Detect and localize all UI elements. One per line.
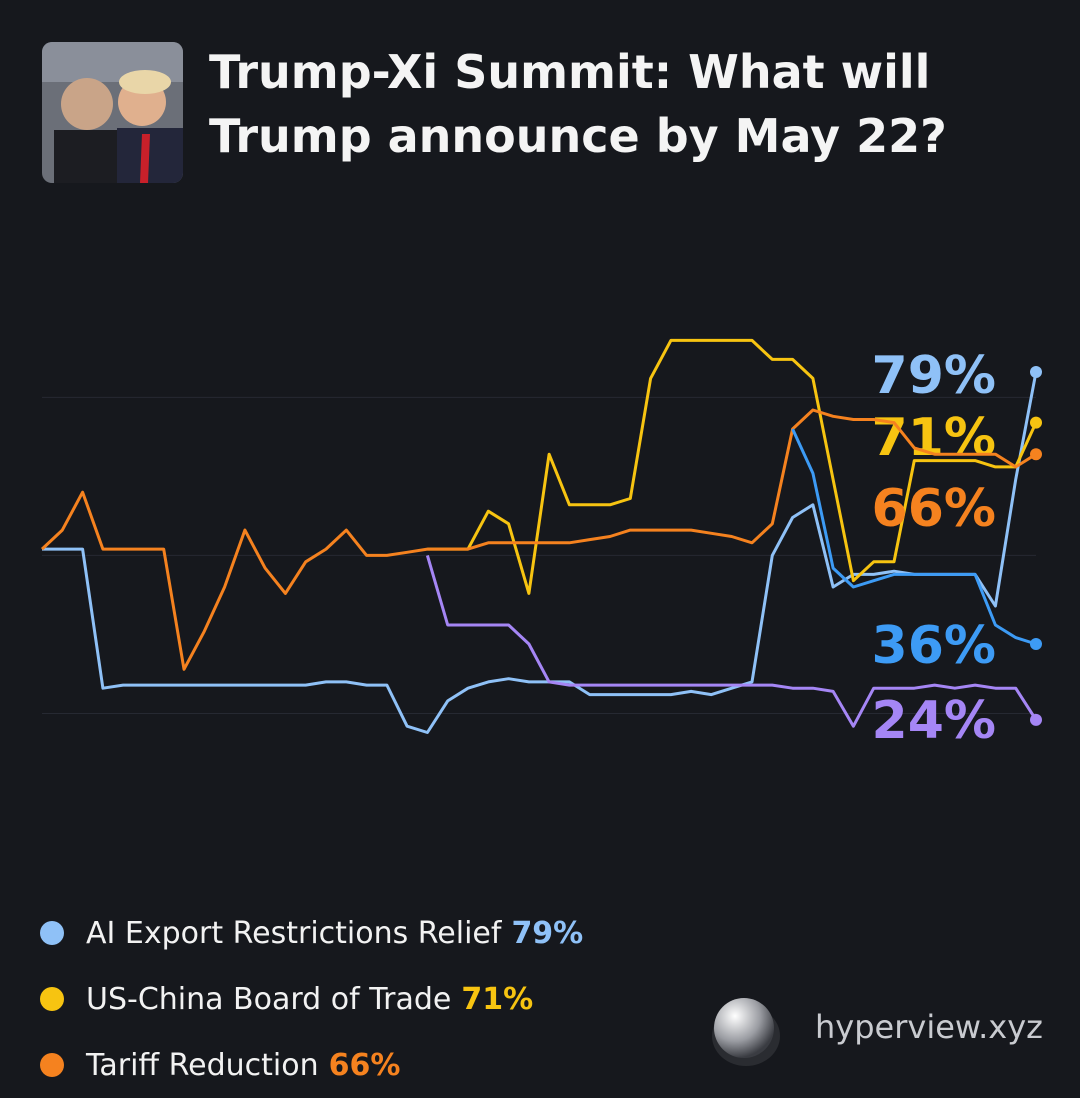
chart: 79%71% 66% 36% 24% xyxy=(40,338,1042,751)
legend-marker xyxy=(40,1053,64,1077)
series-line xyxy=(427,338,1038,595)
legend: AI Export Restrictions Relief 79% US-China… xyxy=(40,900,583,1098)
chart-title: Trump-Xi Summit: What will Trump announc… xyxy=(209,45,947,163)
end-dot xyxy=(1030,416,1042,429)
legend-item: US-China Board of Trade 71% xyxy=(40,966,583,1032)
watermark: hyperview.xyz xyxy=(815,1008,1043,1046)
end-dot xyxy=(1030,713,1042,726)
legend-marker xyxy=(40,987,64,1011)
end-dot xyxy=(1030,637,1042,650)
brand-icon xyxy=(712,998,780,1066)
series-line xyxy=(42,371,1038,734)
series-line xyxy=(40,408,1037,671)
end-label: 79% xyxy=(872,346,996,406)
thumbnail xyxy=(42,42,183,183)
legend-value: 79% xyxy=(511,915,584,951)
end-label: 71% xyxy=(872,408,996,468)
end-label: 36% xyxy=(872,616,996,676)
series-line xyxy=(791,428,1037,646)
legend-marker xyxy=(40,921,64,945)
end-dot xyxy=(1030,448,1042,461)
legend-label: US-China Board of Trade xyxy=(86,981,452,1017)
legend-value: 66% xyxy=(328,1047,401,1083)
legend-value: 71% xyxy=(461,981,534,1017)
legend-label: AI Export Restrictions Relief xyxy=(86,915,502,951)
legend-item: Tariff Reduction 66% xyxy=(40,1032,583,1098)
series-line xyxy=(425,554,1038,728)
end-label: 24% xyxy=(872,691,996,751)
end-label: 66% xyxy=(872,479,996,539)
legend-label: Tariff Reduction xyxy=(86,1047,319,1083)
legend-item: AI Export Restrictions Relief 79% xyxy=(40,900,583,966)
end-dot xyxy=(1030,366,1042,379)
